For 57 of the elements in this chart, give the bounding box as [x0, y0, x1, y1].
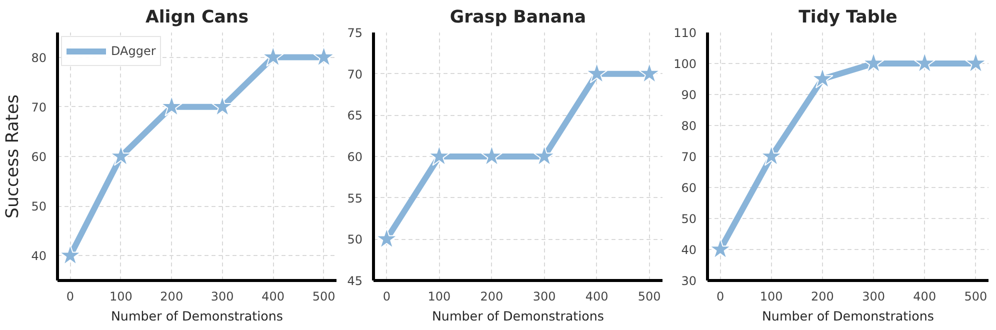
y-axis-title: Success Rates	[3, 94, 24, 219]
point	[914, 52, 936, 73]
y-tick-label: 60	[347, 150, 363, 164]
y-tick-label: 100	[674, 57, 696, 71]
x-tick-label: 200	[480, 290, 504, 304]
chart-title: Tidy Table	[798, 8, 898, 28]
x-tick-label: 400	[262, 290, 285, 304]
chart-title: Grasp Banana	[450, 8, 586, 28]
y-tick-label: 55	[347, 191, 363, 206]
point	[428, 145, 450, 166]
x-tick-label: 300	[862, 290, 885, 304]
y-tick-label: 60	[681, 181, 697, 195]
x-tick-label: 400	[913, 290, 936, 304]
x-axis-title: Number of Demonstrations	[762, 308, 934, 324]
point	[533, 145, 556, 166]
y-tick-label: 75	[347, 26, 363, 40]
y-tick-label: 65	[347, 108, 363, 123]
x-axis-title: Number of Demonstrations	[432, 308, 604, 324]
y-tick-label: 70	[681, 150, 697, 164]
x-tick-label: 100	[760, 290, 783, 304]
point	[160, 95, 183, 116]
point	[262, 46, 284, 67]
y-tick-label: 90	[681, 88, 697, 102]
x-tick-label: 500	[638, 290, 661, 304]
y-tick-label: 80	[31, 50, 47, 65]
y-tick-label: 50	[347, 232, 363, 247]
x-tick-label: 500	[964, 290, 988, 304]
x-tick-label: 300	[532, 290, 556, 304]
y-tick-label: 50	[681, 212, 697, 226]
x-tick-label: 400	[585, 290, 608, 304]
x-tick-label: 100	[428, 290, 451, 304]
point	[312, 46, 335, 67]
point	[862, 52, 885, 73]
y-tick-label: 30	[681, 274, 697, 288]
y-tick-label: 70	[347, 67, 363, 82]
x-tick-label: 0	[716, 290, 724, 304]
x-tick-label: 0	[66, 290, 74, 304]
y-tick-label: 50	[31, 200, 47, 214]
y-tick-label: 40	[31, 249, 47, 264]
x-tick-label: 200	[160, 290, 184, 304]
y-tick-label: 110	[674, 26, 696, 40]
y-tick-label: 80	[681, 119, 697, 133]
x-tick-label: 300	[210, 290, 234, 304]
x-tick-label: 500	[312, 290, 336, 304]
point	[480, 145, 503, 166]
x-tick-label: 200	[811, 290, 834, 304]
point	[638, 62, 660, 84]
x-axis-title: Number of Demonstrations	[110, 308, 284, 324]
chart-title: Align Cans	[145, 8, 249, 28]
y-tick-label: 40	[681, 243, 697, 257]
y-tick-label: 45	[347, 274, 363, 288]
legend-label: DAgger	[111, 44, 156, 58]
y-tick-label: 70	[31, 100, 47, 114]
x-tick-label: 0	[382, 290, 390, 304]
x-tick-label: 100	[109, 290, 132, 304]
point	[211, 95, 234, 116]
y-tick-label: 60	[31, 150, 47, 164]
